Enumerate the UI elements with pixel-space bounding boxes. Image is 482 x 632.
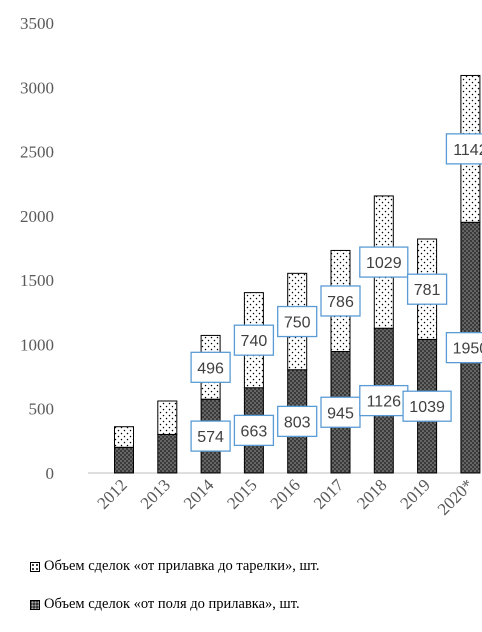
data-label-field-to-stall: 1126: [367, 394, 402, 411]
y-tick-label: 2000: [20, 207, 54, 226]
data-label-field-to-stall: 1039: [409, 399, 445, 416]
data-label-stall-to-plate: 496: [197, 360, 224, 377]
data-label-stall-to-plate-box: [277, 305, 318, 338]
legend-label: Объем сделок «от поля до прилавка», шт.: [44, 596, 300, 612]
data-label-stall-to-plate-box: [320, 285, 361, 317]
legend-label: Объем сделок «от прилавка до тарелки», ш…: [44, 558, 320, 574]
y-tick-label: 3000: [20, 78, 54, 97]
legend-item-field-to-stall: Объем сделок «от поля до прилавка», шт.: [30, 596, 300, 613]
y-tick-label: 3500: [20, 14, 54, 33]
data-label-stall-to-plate-box: [359, 246, 409, 278]
x-tick-label: 2019: [396, 475, 433, 512]
data-label-field-to-stall-box: [359, 384, 409, 417]
x-tick-label: 2012: [93, 475, 130, 512]
bar-field-to-stall: [114, 446, 134, 474]
data-label-field-to-stall-box: [445, 331, 482, 364]
data-label-stall-to-plate-box: [445, 133, 482, 165]
data-label-field-to-stall: 803: [284, 414, 311, 431]
data-label-stall-to-plate-box: [406, 273, 448, 305]
legend-swatch-dense: [30, 599, 40, 610]
data-label-field-to-stall: 574: [197, 429, 224, 446]
data-label-stall-to-plate-box: [190, 351, 231, 383]
x-tick-label: 2020*: [434, 475, 477, 518]
x-tick-label: 2015: [223, 475, 260, 512]
data-label-stall-to-plate-box: [233, 324, 275, 356]
y-tick-label: 1500: [20, 271, 54, 290]
data-label-stall-to-plate: 1029: [366, 255, 402, 272]
data-label-field-to-stall-box: [277, 405, 318, 438]
data-label-field-to-stall-box: [233, 414, 275, 447]
data-label-stall-to-plate: 740: [241, 333, 268, 350]
data-label-stall-to-plate: 750: [284, 315, 311, 332]
bar-stall-to-plate: [114, 426, 134, 448]
y-tick-label: 2500: [20, 143, 54, 162]
data-label-field-to-stall: 663: [241, 423, 268, 440]
data-label-field-to-stall: 945: [327, 405, 354, 422]
bar-field-to-stall: [157, 433, 178, 474]
x-tick-label: 2017: [310, 475, 348, 513]
y-tick-label: 1000: [20, 335, 54, 354]
data-label-field-to-stall-box: [190, 420, 231, 452]
legend-item-stall-to-plate: Объем сделок «от прилавка до тарелки», ш…: [30, 558, 320, 575]
data-label-field-to-stall-box: [402, 390, 452, 422]
y-tick-label: 500: [29, 400, 55, 419]
legend-swatch-sparse: [30, 561, 40, 572]
data-label-stall-to-plate: 1142: [453, 142, 482, 159]
data-label-stall-to-plate: 781: [414, 282, 441, 299]
data-label-stall-to-plate: 786: [327, 294, 354, 311]
y-tick-label: 0: [46, 464, 55, 483]
bar-stall-to-plate: [157, 400, 178, 435]
x-tick-label: 2014: [180, 475, 218, 513]
data-label-field-to-stall: 1950: [453, 341, 482, 358]
x-tick-label: 2018: [353, 475, 390, 512]
x-tick-label: 2016: [267, 475, 304, 512]
x-tick-label: 2013: [137, 475, 174, 512]
